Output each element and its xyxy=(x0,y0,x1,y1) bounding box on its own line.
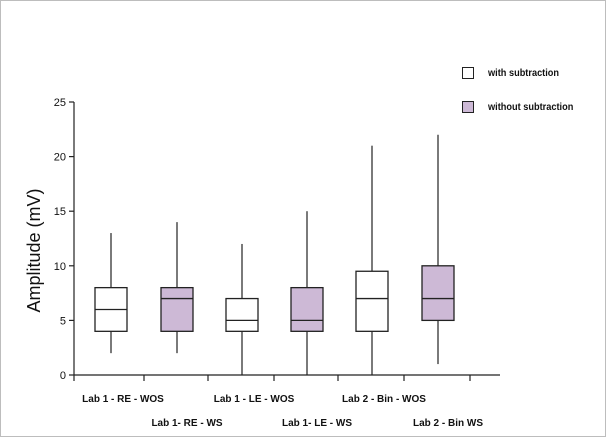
box-lab-2-bin-ws xyxy=(421,265,455,322)
legend-swatch-with-subtraction xyxy=(462,67,474,79)
box-lab-2-bin-wos xyxy=(355,270,389,332)
y-tick-label-0: 0 xyxy=(60,370,66,382)
x-category-label-lab-2-bin-ws: Lab 2 - Bin WS xyxy=(413,418,483,429)
y-tick-label-15: 15 xyxy=(54,206,66,218)
legend-swatch-without-subtraction xyxy=(462,101,474,113)
y-axis-label: Amplitude (mV) xyxy=(24,188,44,312)
x-category-label-lab-1-le-ws: Lab 1- LE - WS xyxy=(282,418,352,429)
y-tick-label-10: 10 xyxy=(54,261,66,273)
y-tick-label-20: 20 xyxy=(54,152,66,164)
box-lab-1-le-ws xyxy=(290,286,324,332)
legend-label-without-subtraction: without subtraction xyxy=(488,101,574,113)
legend-item-without-subtraction: without subtraction xyxy=(462,96,581,118)
y-tick-label-5: 5 xyxy=(60,315,66,327)
y-tick-label-25: 25 xyxy=(54,97,66,109)
box-lab-1-re-ws xyxy=(160,286,194,332)
x-category-label-lab-1-re-wos: Lab 1 - RE - WOS xyxy=(82,394,164,405)
box-lab-1-le-wos xyxy=(225,297,259,332)
legend-label-with-subtraction: with subtraction xyxy=(488,67,560,79)
legend: with subtraction without subtraction xyxy=(462,62,581,130)
legend-item-with-subtraction: with subtraction xyxy=(462,62,581,84)
x-category-label-lab-1-le-wos: Lab 1 - LE - WOS xyxy=(214,394,295,405)
x-category-label-lab-2-bin-wos: Lab 2 - Bin - WOS xyxy=(342,394,426,405)
x-category-label-lab-1-re-ws: Lab 1- RE - WS xyxy=(151,418,222,429)
